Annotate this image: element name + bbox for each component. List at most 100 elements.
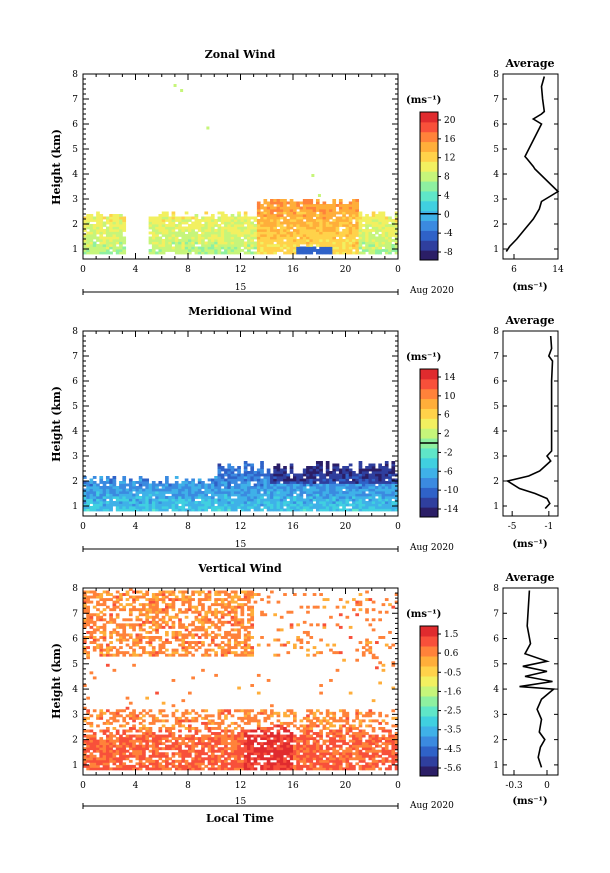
heatmap-cell bbox=[338, 471, 343, 474]
heatmap-cell bbox=[273, 473, 277, 477]
heatmap-cell bbox=[178, 721, 182, 725]
heatmap-cell bbox=[322, 231, 327, 235]
heatmap-cell bbox=[112, 600, 117, 604]
heatmap-cell bbox=[279, 209, 284, 212]
heatmap-cell bbox=[128, 491, 133, 494]
heatmap-cell bbox=[191, 224, 195, 227]
heatmap-cell bbox=[352, 496, 356, 499]
heatmap-cell bbox=[132, 747, 136, 751]
heatmap-cell bbox=[233, 651, 238, 655]
heatmap-cell bbox=[348, 229, 353, 232]
heatmap-cell bbox=[286, 226, 291, 230]
heatmap-cell bbox=[201, 493, 205, 497]
heatmap-cell bbox=[279, 498, 284, 502]
heatmap-cell bbox=[306, 496, 310, 499]
heatmap-cell bbox=[365, 478, 369, 482]
avg-x-tick-label: -5 bbox=[508, 522, 517, 532]
heatmap-cell bbox=[227, 747, 232, 751]
heatmap-cell bbox=[201, 598, 205, 602]
heatmap-cell bbox=[266, 229, 271, 232]
heatmap-cell bbox=[135, 757, 140, 761]
colorbar-frame bbox=[419, 111, 439, 261]
heatmap-cell bbox=[138, 508, 143, 512]
heatmap-cell bbox=[184, 625, 189, 629]
heatmap-cell bbox=[335, 483, 340, 487]
y-tick-label: 1 bbox=[72, 245, 78, 255]
heatmap-cell bbox=[178, 590, 182, 594]
heatmap-cell bbox=[224, 244, 228, 247]
heatmap-cell bbox=[210, 506, 215, 509]
heatmap-cell bbox=[260, 473, 264, 477]
heatmap-cell bbox=[155, 501, 159, 504]
y-tick-label: 3 bbox=[72, 195, 78, 205]
heatmap-cell bbox=[237, 737, 241, 741]
heatmap-cell bbox=[227, 620, 232, 624]
heatmap-cell bbox=[289, 488, 294, 492]
heatmap-cell bbox=[171, 623, 176, 627]
heatmap-cell bbox=[256, 224, 261, 227]
heatmap-cell bbox=[233, 641, 238, 644]
heatmap-cell bbox=[266, 764, 271, 768]
heatmap-cell bbox=[293, 476, 297, 479]
heatmap-cell bbox=[92, 249, 97, 252]
heatmap-cell bbox=[96, 767, 100, 771]
heatmap-cell bbox=[89, 481, 94, 484]
heatmap-cell bbox=[112, 668, 117, 672]
heatmap-cell bbox=[161, 643, 166, 647]
heatmap-cell bbox=[181, 506, 186, 509]
heatmap-cell bbox=[86, 221, 90, 225]
heatmap-cell bbox=[102, 501, 107, 504]
heatmap-cell bbox=[342, 241, 346, 245]
heatmap-cell bbox=[371, 496, 376, 499]
heatmap-cell bbox=[197, 593, 202, 596]
heatmap-cell bbox=[227, 486, 232, 489]
heatmap-cell bbox=[214, 249, 218, 252]
heatmap-cell bbox=[109, 749, 113, 753]
heatmap-cell bbox=[220, 719, 225, 723]
heatmap-cell bbox=[358, 216, 363, 220]
heatmap-cell bbox=[306, 239, 310, 242]
heatmap-cell bbox=[270, 206, 274, 210]
heatmap-cell bbox=[378, 491, 382, 494]
heatmap-cell bbox=[184, 488, 189, 492]
heatmap-cell bbox=[92, 241, 97, 245]
heatmap-cell bbox=[315, 493, 320, 497]
heatmap-cell bbox=[375, 216, 379, 220]
heatmap-cell bbox=[184, 615, 189, 619]
heatmap-cell bbox=[122, 625, 127, 629]
heatmap-cell bbox=[237, 493, 241, 497]
heatmap-cell bbox=[102, 231, 107, 235]
heatmap-cell bbox=[112, 481, 117, 484]
heatmap-cell bbox=[105, 249, 110, 252]
heatmap-cell bbox=[250, 729, 255, 733]
heatmap-cell bbox=[224, 752, 228, 756]
heatmap-cell bbox=[122, 739, 127, 743]
heatmap-cell bbox=[86, 590, 90, 594]
heatmap-cell bbox=[220, 211, 225, 215]
heatmap-cell bbox=[220, 236, 225, 240]
heatmap-cell bbox=[214, 608, 218, 612]
heatmap-cell bbox=[312, 476, 317, 479]
heatmap-cell bbox=[158, 623, 163, 627]
heatmap-cell bbox=[86, 646, 90, 650]
heatmap-cell bbox=[148, 231, 153, 235]
heatmap-cell bbox=[83, 598, 87, 602]
heatmap-cell bbox=[224, 226, 228, 230]
heatmap-cell bbox=[375, 473, 379, 477]
heatmap-cell bbox=[263, 221, 268, 225]
heatmap-cell bbox=[361, 241, 366, 245]
heatmap-cell bbox=[102, 764, 107, 768]
heatmap-cell bbox=[348, 236, 353, 240]
heatmap-cell bbox=[99, 214, 104, 217]
heatmap-cell bbox=[224, 224, 228, 227]
heatmap-cell bbox=[217, 488, 222, 492]
heatmap-cell bbox=[322, 481, 327, 484]
heatmap-cell bbox=[233, 506, 238, 509]
heatmap-cell bbox=[148, 651, 153, 655]
heatmap-cell bbox=[83, 595, 87, 599]
heatmap-cell bbox=[243, 734, 248, 738]
heatmap-cell bbox=[384, 224, 389, 227]
heatmap-cell bbox=[365, 226, 369, 230]
panel-title: Meridional Wind bbox=[188, 305, 292, 318]
heatmap-cell bbox=[86, 246, 90, 250]
